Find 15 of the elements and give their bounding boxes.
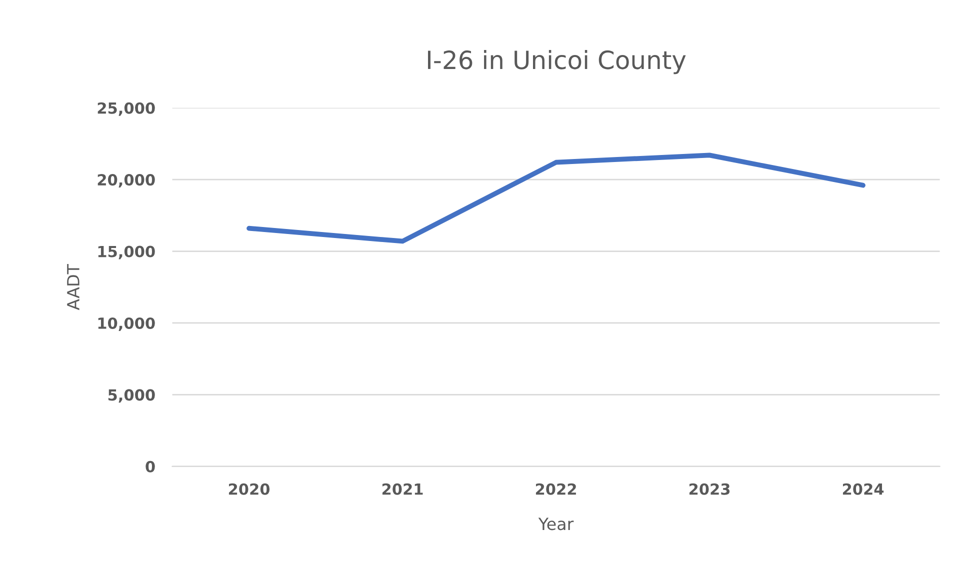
line-series — [246, 152, 866, 244]
y-tick-label: 20,000 — [98, 174, 155, 188]
y-axis-title: AADT — [67, 264, 80, 310]
x-axis-title: Year — [538, 518, 574, 530]
y-tick-label: 15,000 — [98, 246, 155, 260]
y-tick-label: 10,000 — [98, 317, 155, 331]
x-tick-label: 2022 — [536, 483, 576, 495]
y-tick-label: 5,000 — [108, 389, 155, 403]
x-tick-label: 2023 — [689, 483, 730, 495]
x-tick-label: 2024 — [842, 483, 884, 495]
chart-title: I-26 in Unicoi County — [428, 50, 686, 74]
x-tick-label: 2021 — [382, 483, 423, 495]
y-tick-label: 25,000 — [98, 102, 155, 116]
x-tick-label: 2020 — [228, 483, 270, 495]
y-tick-label: 0 — [146, 460, 155, 472]
